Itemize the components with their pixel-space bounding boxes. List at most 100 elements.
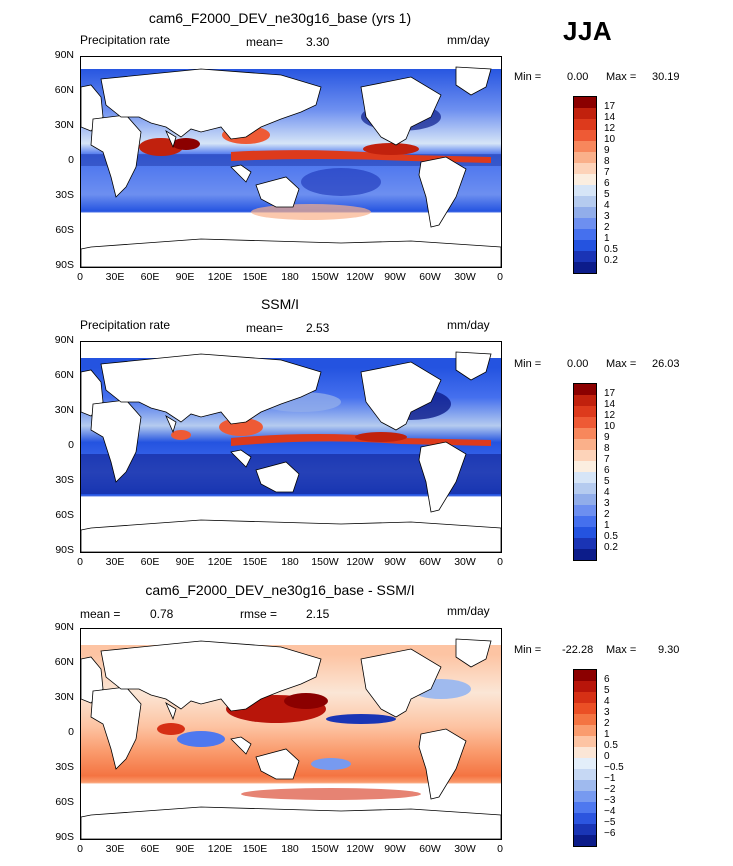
colorbar-swatch: [574, 406, 596, 417]
panel-2-max-value: 26.03: [652, 358, 680, 370]
panel-1-title: cam6_F2000_DEV_ne30g16_base (yrs 1): [148, 10, 412, 26]
colorbar-label: 1: [604, 729, 610, 740]
colorbar-label: 4: [604, 487, 610, 498]
lat-tick-label: 90N: [54, 334, 74, 346]
colorbar-label: 5: [604, 189, 610, 200]
panel-3-max-value: 9.30: [658, 644, 680, 656]
colorbar-label: 0.5: [604, 531, 618, 542]
panel-2-mean-value: 2.53: [306, 321, 330, 335]
colorbar-swatch: [574, 736, 596, 747]
colorbar-label: 0.2: [604, 542, 618, 553]
colorbar-swatch: [574, 240, 596, 251]
panel-1-min-label: Min =: [514, 71, 542, 83]
colorbar-label: 10: [604, 421, 616, 432]
colorbar-label: 6: [604, 674, 610, 685]
lon-tick-label: 60W: [419, 556, 441, 568]
colorbar-label: −5: [604, 817, 616, 828]
lon-tick-label: 30E: [105, 271, 125, 283]
colorbar-label: 14: [604, 399, 616, 410]
panel-3-title: cam6_F2000_DEV_ne30g16_base - SSM/I: [145, 582, 415, 598]
lon-tick-label: 150E: [242, 843, 268, 855]
panel-2-mean-label: mean=: [246, 321, 284, 335]
lat-tick-label: 30S: [55, 761, 74, 773]
colorbar-label: 7: [604, 454, 610, 465]
lat-tick-label: 60S: [55, 796, 74, 808]
colorbar-swatch: [574, 218, 596, 229]
colorbar-swatch: [574, 384, 596, 395]
colorbar-label: 4: [604, 696, 610, 707]
lat-tick-label: 60N: [54, 84, 74, 96]
colorbar-swatch: [574, 538, 596, 549]
lon-tick-label: 90E: [175, 843, 195, 855]
lon-tick-label: 0: [497, 843, 503, 855]
lon-tick-label: 60W: [419, 271, 441, 283]
lon-tick-label: 90E: [175, 556, 195, 568]
lat-tick-label: 30S: [55, 474, 74, 486]
lat-tick-label: 60N: [54, 369, 74, 381]
lon-tick-label: 120W: [346, 843, 374, 855]
lon-tick-label: 60W: [419, 843, 441, 855]
colorbar-swatch: [574, 516, 596, 527]
colorbar-swatch: [574, 174, 596, 185]
panel-1-mean-value: 3.30: [306, 35, 330, 49]
lon-tick-label: 150W: [311, 843, 339, 855]
colorbar-swatch: [574, 119, 596, 130]
lat-tick-label: 0: [68, 439, 74, 451]
lat-tick-label: 60S: [55, 224, 74, 236]
colorbar-label: 8: [604, 443, 610, 454]
lon-tick-label: 180: [281, 843, 299, 855]
colorbar-swatch: [574, 802, 596, 813]
panel-1-units: mm/day: [447, 33, 490, 47]
panel-3-rmse-label: rmse =: [240, 607, 278, 621]
colorbar-swatch: [574, 758, 596, 769]
lat-tick-label: 0: [68, 726, 74, 738]
panel-3-min-value: -22.28: [562, 644, 594, 656]
lon-tick-label: 60E: [140, 271, 160, 283]
panel-3-mean-value: 0.78: [150, 607, 174, 621]
colorbar-swatch: [574, 505, 596, 516]
colorbar-swatch: [574, 780, 596, 791]
lat-tick-label: 90N: [54, 49, 74, 61]
lon-tick-label: 90E: [175, 271, 195, 283]
lon-tick-label: 30E: [105, 556, 125, 568]
colorbar-label: 3: [604, 707, 610, 718]
colorbar-swatch: [574, 714, 596, 725]
lat-tick-label: 30N: [54, 691, 74, 703]
panel-2-variable-label: Precipitation rate: [80, 318, 171, 332]
colorbar-label: 9: [604, 432, 610, 443]
panel-2-title: SSM/I: [260, 296, 300, 312]
colorbar-swatch: [574, 681, 596, 692]
lon-tick-label: 0: [77, 271, 83, 283]
colorbar-swatch: [574, 251, 596, 262]
panel-1-mean-label: mean=: [246, 35, 284, 49]
colorbar-label: 12: [604, 410, 616, 421]
lat-tick-label: 60S: [55, 509, 74, 521]
colorbar-swatch: [574, 229, 596, 240]
lat-tick-label: 90N: [54, 621, 74, 633]
colorbar-swatch: [574, 428, 596, 439]
lon-tick-label: 90W: [384, 271, 406, 283]
colorbar-swatch: [574, 483, 596, 494]
season-label: JJA: [563, 16, 613, 46]
colorbar-label: 12: [604, 123, 616, 134]
colorbar-swatch: [574, 450, 596, 461]
colorbar-label: 10: [604, 134, 616, 145]
panel-1-map: [80, 56, 502, 268]
colorbar-swatch: [574, 196, 596, 207]
panel-3-mean-label: mean =: [80, 607, 121, 621]
lat-tick-label: 60N: [54, 656, 74, 668]
colorbar-label: 0.5: [604, 740, 618, 751]
colorbar-swatch: [574, 395, 596, 406]
colorbar-label: −0.5: [604, 762, 624, 773]
panel-1-variable-label: Precipitation rate: [80, 33, 171, 47]
lon-tick-label: 0: [77, 843, 83, 855]
colorbar-label: 1: [604, 520, 610, 531]
colorbar-swatch: [574, 791, 596, 802]
lat-tick-label: 90S: [55, 544, 74, 556]
colorbar-swatch: [574, 152, 596, 163]
lon-tick-label: 0: [77, 556, 83, 568]
colorbar-label: 8: [604, 156, 610, 167]
lon-tick-label: 150E: [242, 271, 268, 283]
colorbar-label: 2: [604, 222, 610, 233]
lon-tick-label: 150W: [311, 556, 339, 568]
